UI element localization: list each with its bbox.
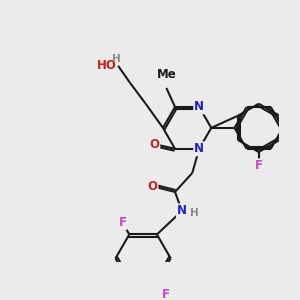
Text: H: H: [112, 54, 121, 64]
Text: O: O: [149, 138, 159, 151]
Text: F: F: [118, 216, 126, 229]
Text: N: N: [194, 142, 204, 155]
Text: H: H: [190, 208, 198, 218]
Text: N: N: [177, 204, 187, 218]
Text: F: F: [161, 288, 169, 300]
Text: N: N: [194, 100, 204, 113]
Text: F: F: [255, 159, 263, 172]
Text: HO: HO: [97, 59, 116, 72]
Text: Me: Me: [157, 68, 176, 81]
Text: O: O: [148, 180, 158, 193]
